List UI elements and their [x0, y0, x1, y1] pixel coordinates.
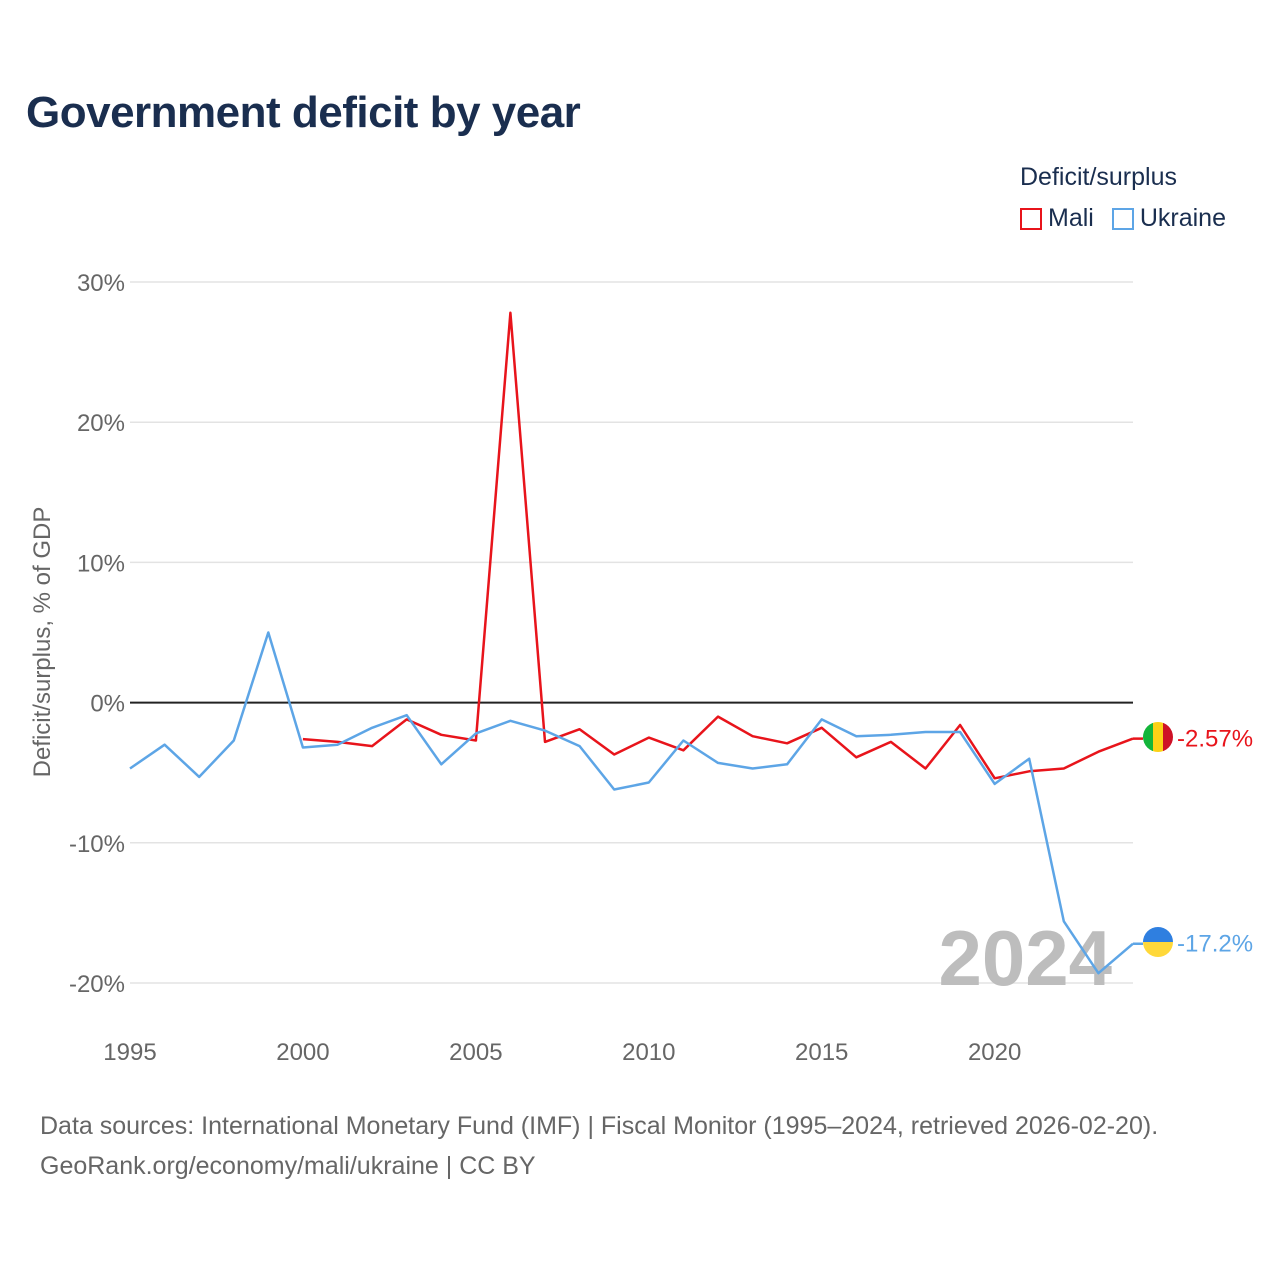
footer: Data sources: International Monetary Fun…	[40, 1106, 1158, 1186]
end-value-label-mali: -2.57%	[1177, 726, 1253, 753]
attribution-text: GeoRank.org/economy/mali/ukraine | CC BY	[40, 1152, 536, 1180]
series-line-mali[interactable]	[302, 311, 1134, 780]
axis-labels: 30% 20% 10% 0% -10% -20% 1995 2000 2005 2010 2015 2…	[29, 270, 1021, 1066]
y-tick-label: 10%	[77, 550, 125, 577]
y-axis-title: Deficit/surplus, % of GDP	[29, 507, 56, 778]
x-tick-label: 2005	[449, 1039, 502, 1066]
y-tick-label: -20%	[69, 971, 125, 998]
legend-swatch-mali	[1020, 207, 1042, 230]
legend-item-ukraine[interactable]: Ukraine	[1111, 204, 1226, 233]
end-value-label-ukraine: -17.2%	[1177, 931, 1253, 958]
x-tick-label: 2000	[276, 1039, 329, 1066]
x-tick-label: 2010	[622, 1039, 675, 1066]
x-tick-label: 1995	[103, 1039, 156, 1066]
gridlines	[130, 281, 1133, 984]
line-chart: 30% 20% 10% 0% -10% -20% 1995 2000 2005 2010 2015 2…	[29, 270, 1253, 1066]
y-tick-label: 0%	[90, 691, 125, 718]
legend-label-mali: Mali	[1048, 204, 1094, 232]
chart-title: Government deficit by year	[26, 88, 581, 137]
y-tick-label: 30%	[77, 270, 125, 297]
series-lines: -2.57% -17.2%	[129, 311, 1253, 975]
x-tick-label: 2020	[968, 1039, 1021, 1066]
mali-flag-icon	[1143, 722, 1173, 752]
legend-item-mali[interactable]: Mali	[1020, 204, 1094, 233]
data-sources-text: Data sources: International Monetary Fun…	[40, 1112, 1159, 1140]
legend: Mali Ukraine	[1020, 204, 1226, 233]
year-watermark: 2024	[938, 914, 1112, 1002]
ukraine-flag-icon	[1143, 927, 1173, 957]
legend-label-ukraine: Ukraine	[1139, 204, 1226, 232]
x-tick-label: 2015	[795, 1039, 848, 1066]
y-tick-label: -10%	[69, 831, 125, 858]
legend-title: Deficit/surplus	[1020, 163, 1177, 191]
y-tick-label: 20%	[77, 410, 125, 437]
legend-swatch-ukraine	[1111, 207, 1134, 230]
series-line-ukraine[interactable]	[129, 631, 1134, 975]
